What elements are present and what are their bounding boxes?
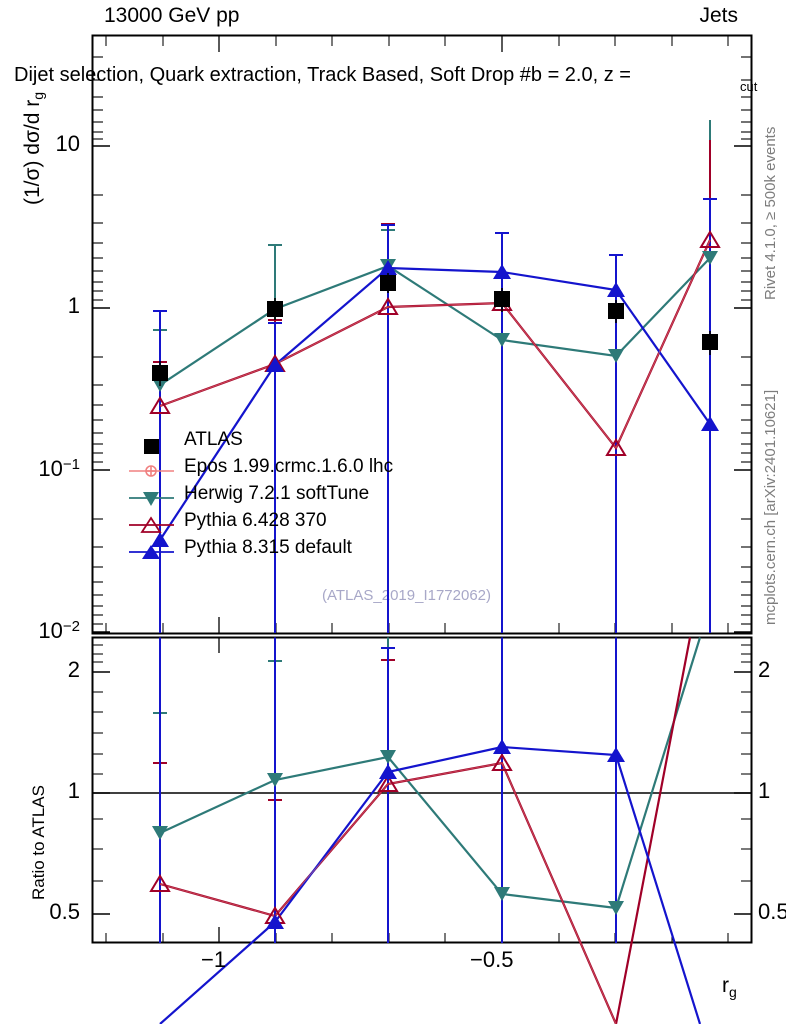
ratio-pythia6-line — [159, 637, 692, 1024]
legend-label-pythia6[interactable]: Pythia 6.428 370 — [184, 510, 327, 531]
ratio-pythia8-errorbars — [159, 637, 617, 943]
legend-marker-pythia8 — [142, 545, 160, 559]
x-tick-label-minus1: −1 — [201, 947, 227, 972]
y-axis-label-main: (1/σ) dσ/d rg — [21, 91, 46, 205]
analysis-id-watermark: (ATLAS_2019_I1772062) — [322, 587, 492, 604]
y-tick-label-1e-2: 10−2 — [38, 619, 80, 642]
x-axis-label: rg — [722, 975, 737, 999]
y-tick-label-1e-1: 10−1 — [38, 457, 80, 480]
y-axis-label-main-subscript: g — [30, 91, 46, 100]
y-tick-label-1e-2-exp: −2 — [62, 618, 80, 635]
header-left-label: 13000 GeV pp — [104, 4, 240, 27]
y-tick-label-10: 10 — [56, 133, 80, 155]
x-axis-label-subscript: g — [729, 984, 737, 1000]
y-tick-label-10-text: 10 — [55, 131, 80, 156]
series-atlas-markers — [152, 275, 718, 381]
y-axis-label-ratio: Ratio to ATLAS — [29, 785, 48, 900]
legend: ATLAS Epos 1.99.crmc.1.6.0 lhc Herwig 7.… — [184, 430, 393, 565]
ratio-panel-frame — [91, 636, 753, 944]
ratio-pythia8-markers — [266, 739, 625, 929]
y-tick-label-1e-1-base: 10 — [38, 456, 63, 481]
ratio-y-tick-label-2-left: 2 — [67, 657, 80, 682]
legend-label-atlas[interactable]: ATLAS — [184, 429, 243, 450]
ratio-pythia8-line — [159, 745, 702, 1024]
ratio-pythia6-markers — [149, 753, 513, 924]
zcut-subscript-label: cut — [740, 79, 758, 94]
y-tick-label-1e-1-exp: −1 — [62, 456, 80, 473]
ratio-y-tick-label-1-right: 1 — [758, 778, 771, 803]
legend-marker-pythia6 — [140, 516, 162, 533]
legend-label-herwig[interactable]: Herwig 7.2.1 softTune — [184, 483, 370, 504]
plot-title: Dijet selection, Quark extraction, Track… — [14, 64, 631, 86]
series-herwig-line — [159, 257, 711, 386]
x-tick-label-minus05: −0.5 — [470, 947, 514, 972]
y-tick-label-1: 1 — [68, 295, 80, 317]
ratio-y-tick-label-1-left: 1 — [67, 778, 80, 803]
ratio-pythia6-errorbars — [153, 637, 617, 943]
ratio-herwig-markers — [152, 750, 624, 915]
series-pythia6-markers — [149, 230, 721, 456]
series-epos-line — [159, 239, 711, 450]
series-atlas-errorbars — [159, 273, 711, 386]
legend-label-epos[interactable]: Epos 1.99.crmc.1.6.0 lhc — [184, 456, 394, 477]
rivet-version-label: Rivet 4.1.0, ≥ 500k events — [762, 126, 779, 300]
ratio-y-tick-label-2-right: 2 — [758, 657, 771, 682]
ratio-epos-line — [159, 762, 617, 1024]
ratio-y-tick-label-05-right: 0.5 — [758, 899, 786, 924]
y-axis-label-main-text: (1/σ) dσ/d r — [21, 99, 44, 205]
series-herwig-markers — [152, 251, 718, 392]
header-right-label: Jets — [699, 4, 738, 27]
series-pythia6-line — [159, 239, 712, 451]
y-tick-label-1-text: 1 — [67, 293, 80, 318]
legend-marker-epos — [145, 465, 157, 477]
series-pythia8-errorbars — [153, 198, 717, 633]
x-axis-label-text: r — [722, 974, 729, 997]
ratio-x-ticks — [105, 637, 729, 943]
ratio-herwig-line — [159, 637, 702, 910]
ratio-y-tick-label-05-left: 0.5 — [49, 899, 80, 924]
ratio-herwig-errorbars — [153, 637, 617, 943]
legend-markers — [129, 439, 174, 559]
ratio-y-ticks — [92, 644, 752, 915]
mcplots-reference-label: mcplots.cern.ch [arXiv:2401.10621] — [762, 389, 779, 625]
legend-marker-herwig — [143, 492, 159, 506]
legend-marker-atlas — [144, 439, 159, 454]
legend-label-pythia8[interactable]: Pythia 8.315 default — [184, 537, 352, 558]
y-tick-label-1e-2-base: 10 — [38, 618, 63, 643]
